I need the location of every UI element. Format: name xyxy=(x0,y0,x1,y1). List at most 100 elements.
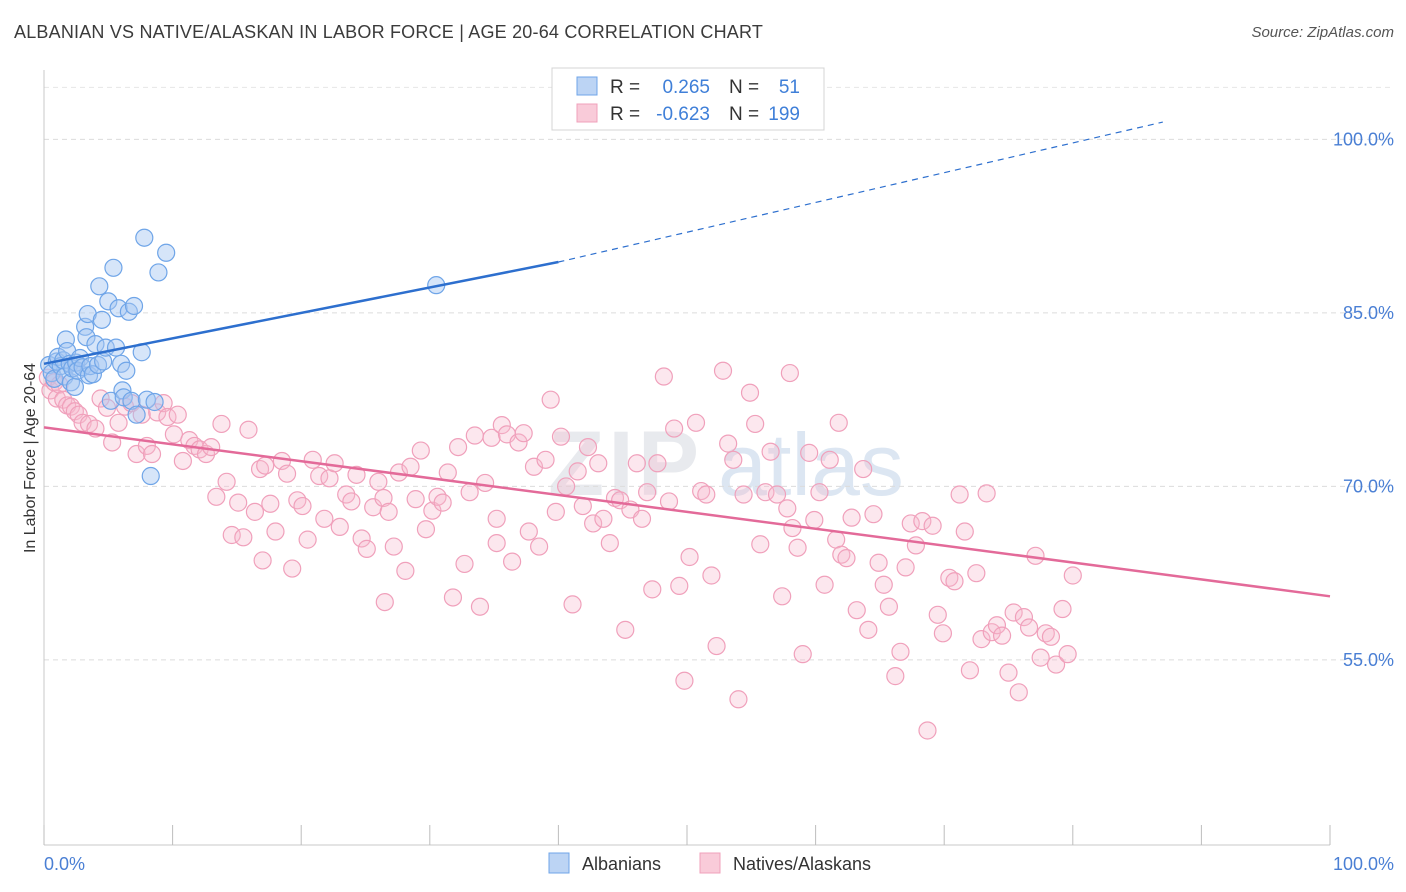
native-point xyxy=(509,433,528,452)
native-point xyxy=(1046,655,1066,674)
native-point xyxy=(1063,566,1082,585)
native-point xyxy=(869,553,888,572)
native-point xyxy=(638,483,657,502)
native-point xyxy=(751,535,770,554)
native-point xyxy=(788,538,807,557)
bottom-legend: Albanians Natives/Alaskans xyxy=(548,852,871,874)
native-point xyxy=(923,516,942,535)
native-point xyxy=(999,663,1018,682)
native-point xyxy=(465,426,484,445)
albanian-point xyxy=(117,361,136,380)
native-point xyxy=(315,509,334,528)
native-point xyxy=(767,485,787,504)
native-point xyxy=(901,514,920,533)
native-point xyxy=(600,533,619,553)
source-credit: Source: ZipAtlas.com xyxy=(1251,24,1394,41)
native-point xyxy=(928,605,947,624)
native-point xyxy=(245,502,265,521)
native-point xyxy=(375,592,394,612)
native-point xyxy=(702,566,721,585)
native-point xyxy=(1019,618,1039,637)
native-point xyxy=(864,505,883,524)
native-point xyxy=(584,514,603,533)
native-point xyxy=(810,483,829,502)
native-point xyxy=(734,485,753,504)
native-point xyxy=(820,450,839,469)
native-point xyxy=(977,484,996,503)
native-point xyxy=(330,517,349,537)
albanian-point xyxy=(90,277,109,296)
native-point xyxy=(325,454,344,473)
native-point xyxy=(616,620,635,639)
native-point xyxy=(563,595,582,614)
albanian-point xyxy=(119,302,138,321)
legend-swatch-natives xyxy=(576,103,598,123)
native-point xyxy=(266,522,285,541)
albanian-point xyxy=(141,466,160,486)
native-point xyxy=(783,518,802,538)
native-point xyxy=(212,414,231,434)
native-point xyxy=(913,512,932,531)
native-point xyxy=(1036,624,1055,643)
native-point xyxy=(773,587,792,606)
native-point xyxy=(842,508,861,527)
native-point xyxy=(659,492,679,511)
x-tick-label-right: 100.0% xyxy=(1333,854,1394,874)
native-point xyxy=(401,457,420,476)
native-point xyxy=(357,539,376,558)
native-point xyxy=(406,490,425,509)
native-point xyxy=(859,620,878,639)
native-point xyxy=(1004,603,1023,622)
native-point xyxy=(568,462,587,481)
legend-n-value: 51 xyxy=(779,77,800,98)
native-point xyxy=(164,425,183,444)
native-point xyxy=(530,537,549,556)
albanian-point xyxy=(83,365,102,384)
albanian-point xyxy=(99,292,118,311)
native-point xyxy=(740,383,760,402)
native-point xyxy=(347,465,366,484)
native-point xyxy=(675,671,694,690)
native-point xyxy=(692,481,711,501)
legend-r-label: R = xyxy=(610,77,640,98)
albanian-point xyxy=(92,310,111,329)
native-point xyxy=(207,487,226,506)
native-point xyxy=(854,459,873,479)
native-point xyxy=(374,488,393,508)
native-point xyxy=(578,437,598,457)
legend-n-label: N = xyxy=(729,104,759,125)
native-point xyxy=(643,580,662,599)
native-point xyxy=(202,437,221,457)
native-point xyxy=(805,510,824,530)
native-point xyxy=(960,661,980,680)
y-tick-label: 70.0% xyxy=(1343,476,1394,496)
native-point xyxy=(780,363,799,383)
natives-trend-line xyxy=(43,426,1331,598)
native-point xyxy=(541,390,560,409)
native-point xyxy=(589,454,608,473)
native-point xyxy=(886,667,905,686)
native-point xyxy=(277,464,297,483)
native-point xyxy=(239,420,258,439)
native-point xyxy=(443,588,463,607)
native-point xyxy=(874,575,893,594)
native-point xyxy=(1014,608,1034,627)
native-point xyxy=(761,442,780,461)
native-point xyxy=(896,558,915,577)
native-point xyxy=(536,450,555,469)
native-point xyxy=(475,473,495,493)
native-point xyxy=(234,528,253,547)
albanian-point xyxy=(145,392,164,412)
native-point xyxy=(261,494,280,513)
native-point xyxy=(487,533,506,553)
native-point xyxy=(283,559,302,578)
native-point xyxy=(180,431,199,450)
legend-r-label: R = xyxy=(610,104,640,125)
albanian-point xyxy=(77,328,96,347)
native-point xyxy=(524,457,544,476)
legend: R = 0.265 N = 51 R = -0.623 N = 199 xyxy=(551,67,825,131)
chart-title: ALBANIAN VS NATIVE/ALASKAN IN LABOR FORC… xyxy=(14,22,764,42)
bottom-legend-natives: Natives/Alaskans xyxy=(733,854,871,874)
watermark-atlas: atlas xyxy=(718,415,904,514)
